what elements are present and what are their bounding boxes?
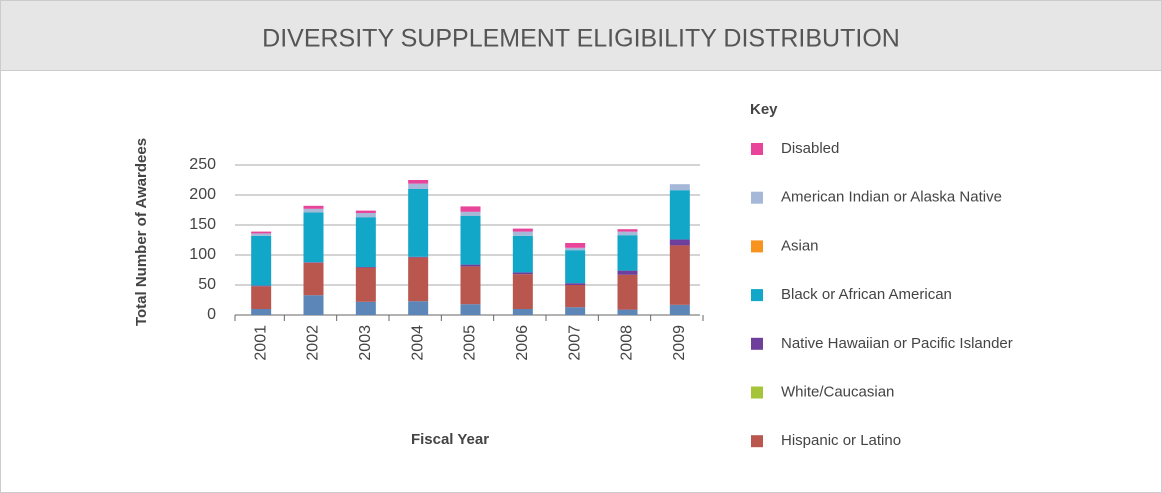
bar-segment: [355, 217, 376, 267]
bar-segment: [512, 235, 533, 273]
bar-segment: [460, 266, 481, 305]
legend-swatch: [751, 289, 763, 302]
bar-segment: [355, 210, 376, 213]
bar-segment: [408, 183, 429, 189]
bar-segment: [460, 211, 481, 216]
bar-segment: [408, 256, 429, 258]
x-tick-label: 2003: [357, 325, 374, 361]
bar-segment: [669, 245, 690, 305]
legend-label: Disabled: [781, 140, 839, 157]
y-tick-label: 250: [189, 156, 216, 173]
bar-segment: [251, 285, 272, 287]
x-tick-label: 2004: [409, 325, 426, 361]
y-tick-label: 50: [198, 276, 216, 293]
bar-segment: [460, 264, 481, 267]
bar-segment: [512, 228, 533, 232]
legend-swatch: [751, 240, 763, 253]
x-tick-label: 2007: [566, 325, 583, 361]
bar-segment: [408, 257, 429, 302]
legend-swatch: [751, 337, 763, 350]
bar-segment: [669, 304, 690, 315]
bar-segment: [565, 285, 586, 308]
legend-label: Native Hawaiian or Pacific Islander: [781, 335, 1013, 352]
bar-segment: [565, 247, 586, 251]
bar-segment: [617, 229, 638, 232]
x-tick-label: 2009: [671, 325, 688, 361]
bar-segment: [303, 262, 324, 296]
bar-segment: [408, 180, 429, 184]
y-axis-title: Total Number of Awardees: [133, 138, 150, 326]
legend-label: Hispanic or Latino: [781, 432, 901, 449]
legend-swatch: [751, 191, 763, 204]
bar-segment: [512, 231, 533, 236]
bar-segment: [617, 309, 638, 315]
bar-segment: [355, 213, 376, 218]
legend-label: American Indian or Alaska Native: [781, 189, 1002, 206]
x-tick-label: 2006: [514, 325, 531, 361]
title-band: [0, 0, 1162, 71]
bar-segment: [617, 231, 638, 236]
bar-segment: [565, 250, 586, 284]
bar-segment: [565, 283, 586, 285]
bar-segment: [303, 212, 324, 263]
bar-segment: [460, 216, 481, 265]
bar-segment: [512, 272, 533, 275]
bar-segment: [355, 301, 376, 315]
legend-swatch: [751, 386, 763, 399]
bar-segment: [512, 309, 533, 315]
bar-segment: [303, 205, 324, 209]
bar-segment: [565, 243, 586, 248]
y-tick-label: 100: [189, 246, 216, 263]
bar-segment: [512, 274, 533, 309]
legend-title: Key: [750, 101, 778, 118]
y-tick-label: 150: [189, 216, 216, 233]
bar-segment: [617, 235, 638, 271]
legend-swatch: [751, 435, 763, 448]
bar-segment: [669, 190, 690, 240]
bar-segment: [669, 239, 690, 246]
legend-label: Asian: [781, 237, 819, 254]
y-tick-label: 200: [189, 186, 216, 203]
bar-segment: [303, 262, 324, 263]
bar-segment: [460, 304, 481, 315]
x-tick-label: 2005: [462, 325, 479, 361]
chart-title: DIVERSITY SUPPLEMENT ELIGIBILITY DISTRIB…: [262, 25, 900, 53]
bar-segment: [408, 301, 429, 315]
bar-segment: [565, 307, 586, 315]
bar-segment: [251, 286, 272, 309]
x-tick-label: 2008: [619, 325, 636, 361]
bar-segment: [251, 309, 272, 315]
bar-segment: [251, 231, 272, 234]
bar-segment: [460, 206, 481, 212]
bar-segment: [251, 233, 272, 236]
bar-segment: [617, 270, 638, 275]
bar-segment: [355, 267, 376, 302]
x-tick-label: 2002: [305, 325, 322, 361]
bar-segment: [355, 267, 376, 268]
bar-segment: [303, 295, 324, 315]
bar-segment: [251, 235, 272, 286]
legend-label: Black or African American: [781, 286, 952, 303]
legend-label: White/Caucasian: [781, 383, 894, 400]
x-tick-label: 2001: [252, 325, 269, 361]
bar-segment: [669, 184, 690, 191]
bar-segment: [408, 189, 429, 257]
bar-segment: [303, 208, 324, 213]
x-axis-title: Fiscal Year: [411, 431, 489, 448]
legend-swatch: [751, 143, 763, 155]
y-tick-label: 0: [207, 306, 216, 323]
bar-segment: [617, 274, 638, 310]
